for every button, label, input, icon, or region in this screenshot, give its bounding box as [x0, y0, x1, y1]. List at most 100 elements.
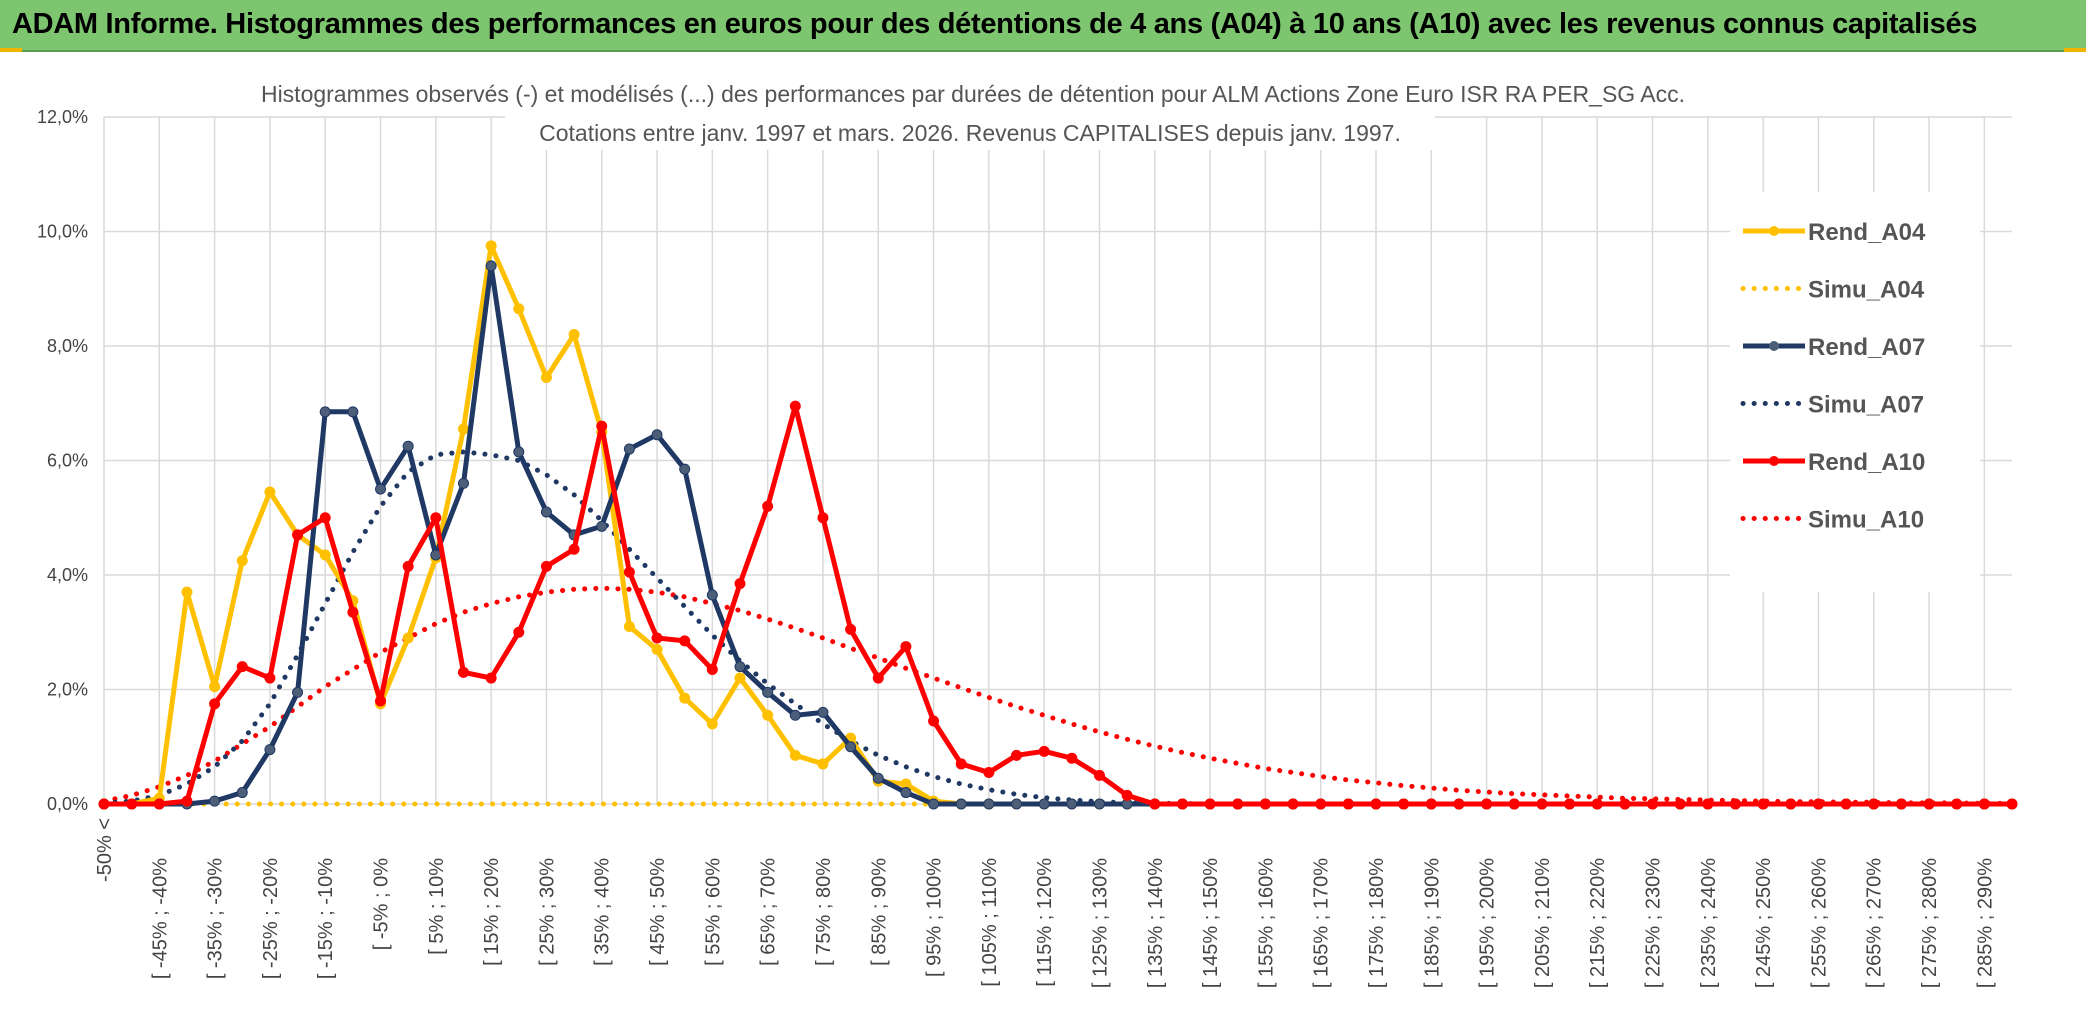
data-point [1315, 798, 1327, 810]
data-point [375, 483, 387, 495]
x-tick-label: [ 255% ; 260% [1808, 858, 1830, 988]
data-point [1259, 798, 1271, 810]
x-tick-label: [ 215% ; 220% [1587, 858, 1609, 988]
data-point [1481, 798, 1493, 810]
x-tick-label: [ 15% ; 20% [481, 858, 503, 966]
data-point [817, 758, 829, 770]
data-point [126, 798, 138, 810]
legend-item-rend_a10: Rend_A10 [1743, 449, 1925, 476]
data-point [1342, 798, 1354, 810]
x-tick-label: [ 235% ; 240% [1698, 858, 1720, 988]
x-tick-label: [ -5% ; 0% [371, 858, 393, 950]
data-point [817, 706, 829, 718]
data-point [1066, 798, 1078, 810]
data-point [540, 506, 552, 518]
x-tick-label: [ 75% ; 80% [813, 858, 835, 966]
data-point [955, 798, 967, 810]
data-point [1619, 798, 1631, 810]
data-point [485, 672, 497, 684]
legend-label: Simu_A10 [1808, 507, 1924, 534]
data-point [1536, 798, 1548, 810]
x-tick-label: [ 145% ; 150% [1200, 858, 1222, 988]
x-tick-label: [ 25% ; 30% [536, 858, 558, 966]
data-point [513, 303, 525, 315]
legend-marker [1769, 456, 1779, 466]
chart-title-line1: Histogrammes observés (-) et modélisés (… [261, 81, 1685, 107]
data-point [762, 686, 774, 698]
x-tick-label: [ 95% ; 100% [924, 858, 946, 977]
data-point [236, 555, 248, 567]
series-rend_a10 [98, 400, 2018, 810]
data-point [1978, 798, 1990, 810]
data-point [347, 606, 359, 618]
data-point [928, 715, 940, 727]
data-point [679, 635, 691, 647]
data-point [1287, 798, 1299, 810]
banner-accent-left [0, 48, 22, 53]
legend-item-rend_a04: Rend_A04 [1743, 219, 1926, 246]
data-point [1785, 798, 1797, 810]
data-point [734, 672, 746, 684]
data-point [485, 240, 497, 252]
data-point [651, 429, 663, 441]
data-point [1093, 769, 1105, 781]
x-tick-label: [ 285% ; 290% [1974, 858, 1996, 988]
data-point [1453, 798, 1465, 810]
x-tick-label: [ 65% ; 70% [758, 858, 780, 966]
y-axis: 0,0% 2,0% 4,0% 6,0% 8,0% 10,0% 12,0% [37, 107, 88, 814]
x-tick-label: [ 195% ; 200% [1477, 858, 1499, 988]
histogram-chart: 0,0% 2,0% 4,0% 6,0% 8,0% 10,0% 12,0% -50% < [ -… [0, 52, 2086, 1031]
data-point [651, 643, 663, 655]
data-point [1702, 798, 1714, 810]
data-point [706, 589, 718, 601]
data-point [1011, 749, 1023, 761]
legend-label: Simu_A04 [1808, 277, 1925, 304]
data-point [236, 787, 248, 799]
data-point [623, 621, 635, 633]
data-point [596, 520, 608, 532]
banner-accent-right [2064, 48, 2086, 53]
data-point [264, 486, 276, 498]
x-tick-label: [ 85% ; 90% [868, 858, 890, 966]
data-point [1508, 798, 1520, 810]
data-point [236, 661, 248, 673]
data-point [540, 560, 552, 572]
data-point [347, 406, 359, 418]
header-banner: ADAM Informe. Histogrammes des performan… [0, 0, 2086, 53]
data-point [402, 632, 414, 644]
data-point [457, 423, 469, 435]
data-point [1232, 798, 1244, 810]
legend-item-simu_a04: Simu_A04 [1740, 277, 1925, 304]
data-point [1729, 798, 1741, 810]
x-tick-label: [ 275% ; 280% [1919, 858, 1941, 988]
data-point [292, 529, 304, 541]
legend-marker [1769, 226, 1779, 236]
data-point [872, 772, 884, 784]
data-point [762, 500, 774, 512]
legend-item-rend_a07: Rend_A07 [1743, 334, 1925, 361]
x-tick-label: [ 5% ; 10% [426, 858, 448, 955]
data-point [181, 586, 193, 598]
data-point [1066, 752, 1078, 764]
data-point [513, 446, 525, 458]
data-point [789, 400, 801, 412]
data-point [1674, 798, 1686, 810]
y-tick-label: 0,0% [47, 794, 88, 814]
data-point [568, 329, 580, 341]
data-point [1093, 798, 1105, 810]
x-tick-label: [ 55% ; 60% [702, 858, 724, 966]
data-point [457, 666, 469, 678]
y-tick-label: 12,0% [37, 107, 88, 127]
legend-box [1730, 192, 1980, 592]
data-point [430, 512, 442, 524]
data-point [1812, 798, 1824, 810]
series-layer [98, 240, 2018, 810]
x-tick-label: [ 265% ; 270% [1864, 858, 1886, 988]
data-point [402, 440, 414, 452]
data-point [1011, 798, 1023, 810]
legend: Rend_A04 Simu_A04 Rend_A07 Simu_A07 Rend_A10… [1730, 192, 1980, 592]
x-tick-label: [ 245% ; 250% [1753, 858, 1775, 988]
legend-label: Rend_A04 [1808, 219, 1926, 246]
data-point [900, 787, 912, 799]
data-point [375, 695, 387, 707]
